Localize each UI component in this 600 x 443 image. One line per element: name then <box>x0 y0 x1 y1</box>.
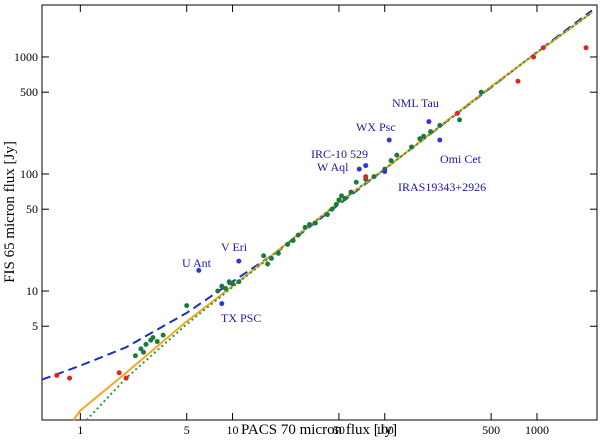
data-point <box>230 281 236 287</box>
fit-curve <box>41 9 593 381</box>
annotation: IRAS19343+2926 <box>398 180 486 194</box>
y-tick-label: 50 <box>26 202 38 216</box>
data-point <box>348 189 354 195</box>
data-point <box>333 201 339 207</box>
data-point <box>371 174 377 180</box>
data-point <box>312 220 318 226</box>
annotation: TX PSC <box>221 311 261 325</box>
data-point <box>116 370 122 376</box>
data-point <box>160 332 166 338</box>
data-point <box>265 261 271 267</box>
annotation: NML Tau <box>392 96 439 110</box>
data-point <box>417 136 423 142</box>
fit-curve <box>72 11 593 421</box>
x-tick-label: 10 <box>227 423 239 437</box>
data-point <box>154 339 160 345</box>
data-point <box>386 137 392 143</box>
data-point <box>295 232 301 238</box>
data-point <box>324 212 330 218</box>
data-point <box>437 122 443 128</box>
data-point <box>290 238 296 244</box>
y-tick-label: 5 <box>32 319 38 333</box>
x-tick-label: 1 <box>77 423 83 437</box>
fit-curve <box>85 11 593 421</box>
data-point <box>363 163 369 169</box>
annotation: WX Psc <box>356 120 396 134</box>
data-point <box>219 283 225 289</box>
data-point <box>540 45 546 51</box>
data-point <box>342 195 348 201</box>
data-point <box>285 241 291 247</box>
x-tick-label: 50 <box>333 423 345 437</box>
data-point <box>409 144 415 150</box>
y-tick-label: 500 <box>20 85 38 99</box>
annotation: U Ant <box>182 256 212 270</box>
data-point <box>426 119 432 125</box>
annotation: IRC-10 529 <box>311 147 368 161</box>
data-point <box>236 258 242 264</box>
annotation: W Aql <box>317 160 349 174</box>
data-point <box>306 222 312 228</box>
data-point <box>150 335 156 341</box>
data-point <box>268 255 274 261</box>
data-point <box>54 372 60 378</box>
data-point <box>336 197 342 203</box>
data-point <box>428 129 434 135</box>
data-point <box>478 89 484 95</box>
data-point <box>236 279 242 285</box>
y-tick-label: 10 <box>26 284 38 298</box>
data-point <box>353 179 359 185</box>
data-point <box>363 174 369 180</box>
data-point <box>302 224 308 230</box>
data-point <box>261 253 267 259</box>
annotation: V Eri <box>221 240 248 254</box>
data-point <box>140 349 146 355</box>
data-point <box>219 301 225 307</box>
x-axis-title: PACS 70 micron flux [Jy] <box>241 422 397 438</box>
data-point <box>421 133 427 139</box>
annotation: Omi Cet <box>440 152 482 166</box>
plot-frame <box>41 4 598 421</box>
data-point <box>67 375 73 381</box>
data-point <box>356 166 362 172</box>
data-point <box>515 78 521 84</box>
data-point <box>132 353 138 359</box>
data-point <box>329 206 335 212</box>
y-tick-label: 100 <box>20 167 38 181</box>
data-point <box>215 288 221 294</box>
x-tick-label: 100 <box>376 423 394 437</box>
data-point <box>196 267 202 273</box>
data-point <box>457 117 463 123</box>
data-point <box>339 193 345 199</box>
data-point <box>388 158 394 164</box>
data-point <box>123 375 129 381</box>
data-point <box>583 45 589 51</box>
x-tick-label: 1000 <box>525 423 549 437</box>
data-point <box>531 54 537 60</box>
x-tick-label: 5 <box>184 423 190 437</box>
data-point <box>437 137 443 143</box>
data-point <box>275 250 281 256</box>
x-tick-label: 500 <box>482 423 500 437</box>
data-point <box>223 286 229 292</box>
y-tick-label: 1000 <box>14 50 38 64</box>
data-point <box>143 341 149 347</box>
y-axis-title: FIS 65 micron flux [Jy] <box>2 141 18 283</box>
data-point <box>184 303 190 309</box>
data-point <box>382 169 388 175</box>
data-point <box>394 152 400 158</box>
data-point <box>454 110 460 116</box>
